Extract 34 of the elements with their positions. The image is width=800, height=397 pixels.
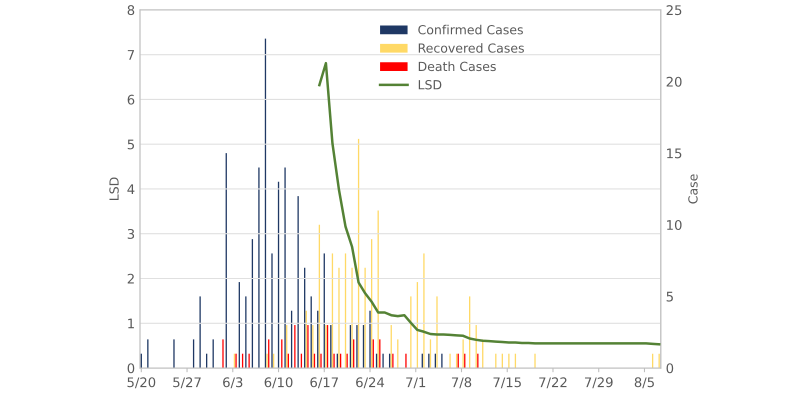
legend-label: Confirmed Cases: [418, 24, 523, 34]
x-tick-label: 8/5: [634, 377, 654, 388]
y-tick-label: 7: [128, 50, 134, 60]
legend-label: LSD: [418, 80, 442, 90]
y-tick-label: 1: [128, 318, 134, 328]
x-tick-label: 6/10: [264, 377, 292, 388]
x-tick-label: 6/3: [223, 377, 242, 388]
y-tick-label: 5: [128, 140, 134, 150]
x-tick-label: 5/20: [128, 377, 156, 388]
x-tick-label: 7/8: [452, 377, 472, 388]
y-tick-label: 4: [127, 184, 134, 194]
y-tick-label: 0: [128, 363, 134, 374]
y-tick-label: 6: [128, 94, 134, 105]
line-series: [318, 62, 660, 346]
y-tick-label: 8: [128, 5, 134, 16]
y-tick-label: 2: [128, 274, 134, 284]
y-axis-title: LSD: [109, 177, 119, 200]
y2-tick-label: 5: [666, 292, 673, 302]
x-tick-label: 7/1: [406, 377, 426, 388]
x-tick-label: 6/24: [356, 377, 384, 388]
y2-tick-label: 15: [667, 148, 682, 158]
y2-tick-label: 20: [666, 76, 682, 87]
x-tick-label: 7/15: [494, 377, 521, 388]
x-tick-label: 7/29: [584, 377, 613, 388]
y2-tick-label: 25: [666, 5, 682, 16]
legend-label: Death Cases: [418, 61, 496, 72]
y2-axis-title: Case: [688, 174, 698, 204]
x-tick-label: 5/27: [173, 377, 201, 388]
y2-tick-label: 0: [666, 363, 674, 374]
y-tick-label: 3: [128, 228, 134, 239]
y2-tick-label: 10: [667, 220, 682, 230]
x-tick-label: 7/22: [539, 377, 566, 388]
x-tick-label: 6/17: [310, 377, 338, 388]
legend-label: Recovered Cases: [418, 43, 524, 53]
